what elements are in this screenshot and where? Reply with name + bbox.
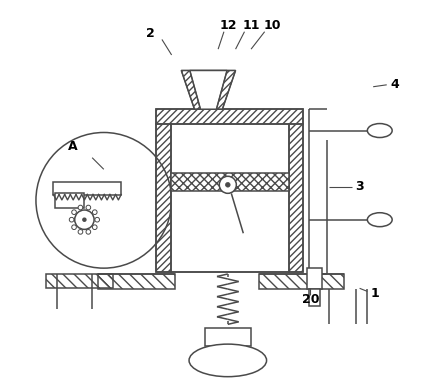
Ellipse shape (189, 344, 266, 377)
Circle shape (75, 210, 94, 230)
Bar (205, 328, 251, 347)
Circle shape (92, 225, 97, 230)
Circle shape (69, 217, 74, 222)
Circle shape (226, 182, 230, 187)
Text: 20: 20 (301, 293, 319, 307)
Text: A: A (68, 140, 78, 152)
Polygon shape (181, 70, 236, 109)
Text: 1: 1 (371, 287, 380, 300)
Text: 3: 3 (355, 180, 364, 193)
Bar (171, 173, 289, 191)
Bar (156, 109, 303, 124)
Circle shape (86, 205, 91, 210)
Circle shape (95, 217, 99, 222)
Bar (156, 124, 171, 272)
Circle shape (72, 210, 76, 214)
Text: 2: 2 (146, 27, 155, 40)
Ellipse shape (367, 213, 392, 227)
Circle shape (72, 225, 76, 230)
Bar (289, 124, 303, 272)
Bar (98, 274, 175, 289)
Bar (309, 289, 320, 306)
Bar (259, 274, 344, 289)
Bar (53, 182, 121, 194)
Text: 12: 12 (219, 19, 237, 32)
Polygon shape (190, 70, 227, 109)
Circle shape (92, 210, 97, 214)
Bar (46, 273, 114, 288)
Bar (171, 124, 289, 272)
Circle shape (78, 205, 83, 210)
Circle shape (83, 218, 86, 221)
Circle shape (219, 176, 236, 193)
Circle shape (86, 230, 91, 234)
Ellipse shape (367, 124, 392, 138)
Text: 10: 10 (264, 19, 281, 32)
Bar (156, 109, 303, 272)
Bar (307, 268, 322, 289)
Bar (55, 193, 83, 208)
Text: 4: 4 (390, 77, 399, 91)
Circle shape (36, 133, 172, 268)
Circle shape (78, 230, 83, 234)
Text: 11: 11 (242, 19, 260, 32)
